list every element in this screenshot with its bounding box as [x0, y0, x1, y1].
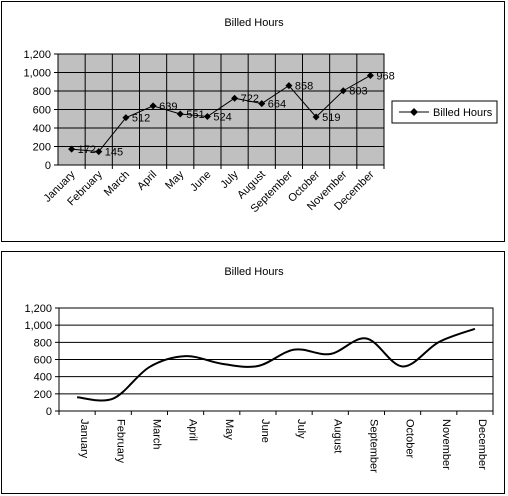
x-tick-label: August: [331, 419, 343, 453]
series-line: [71, 75, 371, 153]
data-label: 524: [213, 112, 231, 124]
x-tick-label: March: [150, 419, 162, 450]
data-label: 722: [241, 93, 259, 105]
x-tick-label: June: [259, 419, 271, 443]
data-point-marker: [122, 114, 130, 122]
data-point-marker: [203, 113, 211, 121]
data-point-marker: [339, 87, 347, 95]
data-point-marker: [312, 113, 320, 121]
y-tick-label: 1,000: [24, 320, 52, 332]
x-tick-label: May: [223, 419, 235, 440]
x-tick-label: December: [476, 419, 488, 470]
data-label: 803: [349, 86, 367, 98]
x-tick-label: March: [102, 169, 132, 199]
y-tick-label: 0: [46, 406, 52, 418]
y-tick-label: 1,200: [24, 303, 52, 315]
data-label: 519: [322, 112, 340, 124]
data-point-marker: [149, 102, 157, 110]
data-point-marker: [285, 82, 293, 90]
x-tick-label: November: [440, 419, 452, 470]
x-tick-label: May: [163, 168, 187, 192]
chart-top-title: Billed Hours: [224, 17, 284, 29]
y-tick-label: 0: [45, 160, 51, 172]
chart-panel-bottom: Billed Hours 0 200 400 600 800 1,000 1,200 Jan…: [1, 251, 505, 494]
data-point-marker: [68, 145, 76, 153]
data-point-marker: [95, 148, 103, 156]
chart-bottom-title: Billed Hours: [224, 266, 284, 278]
data-label: 172: [78, 144, 96, 156]
y-tick-label: 1,000: [23, 68, 51, 80]
chart-top-legend: Billed Hours: [391, 100, 498, 124]
y-tick-label: 1,200: [23, 49, 51, 61]
data-label: 512: [132, 113, 150, 125]
data-label: 858: [295, 81, 313, 93]
data-label: 551: [186, 109, 204, 121]
data-point-marker: [258, 100, 266, 108]
x-tick-label: July: [295, 419, 307, 439]
x-tick-label: January: [78, 419, 90, 459]
legend-label: Billed Hours: [433, 107, 493, 119]
legend-marker-swatch: [410, 108, 418, 116]
series-line: [76, 327, 476, 402]
x-tick-label: April: [135, 169, 159, 193]
chart-bottom-svg: Billed Hours 0 200 400 600 800 1,000 1,200 Jan…: [24, 266, 494, 473]
x-tick-label: July: [218, 168, 241, 191]
y-tick-label: 600: [33, 105, 51, 117]
x-tick-label: June: [188, 169, 213, 194]
y-tick-label: 200: [34, 389, 52, 401]
y-tick-label: 400: [33, 123, 51, 135]
data-label: 968: [376, 70, 394, 82]
chart-panel-top: Billed Hours 0 200 400 600 800 1,000 1,200 Jan…: [1, 1, 505, 242]
x-tick-label: September: [367, 419, 379, 473]
data-point-marker: [366, 71, 374, 79]
legend-box: [391, 100, 498, 124]
y-tick-label: 400: [34, 372, 52, 384]
x-tick-label: October: [404, 419, 416, 458]
data-point-marker: [231, 94, 239, 102]
data-label: 145: [105, 147, 123, 159]
y-tick-label: 800: [33, 86, 51, 98]
data-point-marker: [176, 110, 184, 118]
y-tick-label: 200: [33, 142, 51, 154]
y-tick-label: 600: [34, 355, 52, 367]
data-label: 639: [159, 101, 177, 113]
y-tick-label: 800: [34, 337, 52, 349]
x-tick-label: April: [187, 419, 199, 441]
x-tick-label: February: [114, 419, 126, 464]
data-label: 664: [268, 99, 286, 111]
